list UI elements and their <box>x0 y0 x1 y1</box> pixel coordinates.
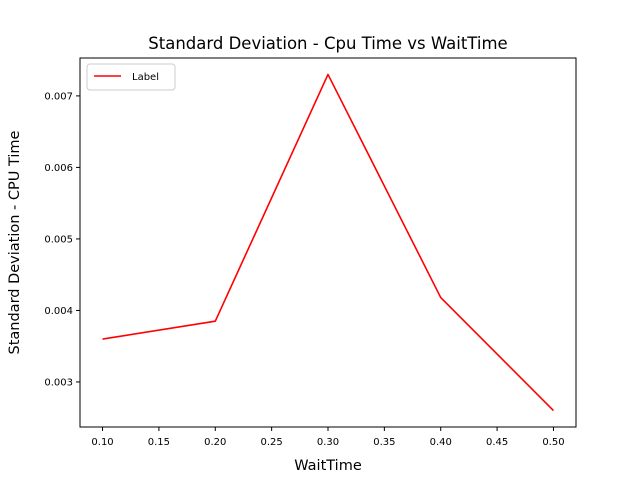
x-tick-label: 0.35 <box>373 437 395 448</box>
legend: Label <box>86 63 176 91</box>
plot-frame <box>79 57 577 428</box>
x-tick-label: 0.10 <box>91 437 113 448</box>
y-tick-label: 0.003 <box>44 377 73 388</box>
series-layer <box>102 73 555 412</box>
x-axis-title: WaitTime <box>294 458 362 474</box>
x-tick-label: 0.20 <box>204 437 226 448</box>
x-tick-label: 0.15 <box>148 437 170 448</box>
chart-title: Standard Deviation - Cpu Time vs WaitTim… <box>148 34 507 53</box>
y-tick-label: 0.006 <box>44 163 73 174</box>
x-tick-label: 0.25 <box>261 437 283 448</box>
y-tick-label: 0.004 <box>44 306 73 317</box>
legend-box <box>86 63 176 91</box>
y-axis-ticks: 0.003 0.004 0.005 0.006 0.007 <box>44 91 80 388</box>
y-tick-label: 0.005 <box>44 234 73 245</box>
x-tick-label: 0.50 <box>542 437 564 448</box>
plot-area: 0.10 0.15 0.20 0.25 0.30 0.35 0.40 0.45 0.50 0.0… <box>44 57 577 448</box>
x-tick-label: 0.40 <box>430 437 452 448</box>
x-tick-label: 0.45 <box>486 437 508 448</box>
series-line <box>102 73 555 412</box>
legend-label: Label <box>132 72 159 83</box>
y-axis-title: Standard Deviation - CPU Time <box>7 130 23 354</box>
x-tick-label: 0.30 <box>317 437 339 448</box>
y-tick-label: 0.007 <box>44 91 73 102</box>
x-axis-ticks: 0.10 0.15 0.20 0.25 0.30 0.35 0.40 0.45 0.50 <box>91 427 565 448</box>
